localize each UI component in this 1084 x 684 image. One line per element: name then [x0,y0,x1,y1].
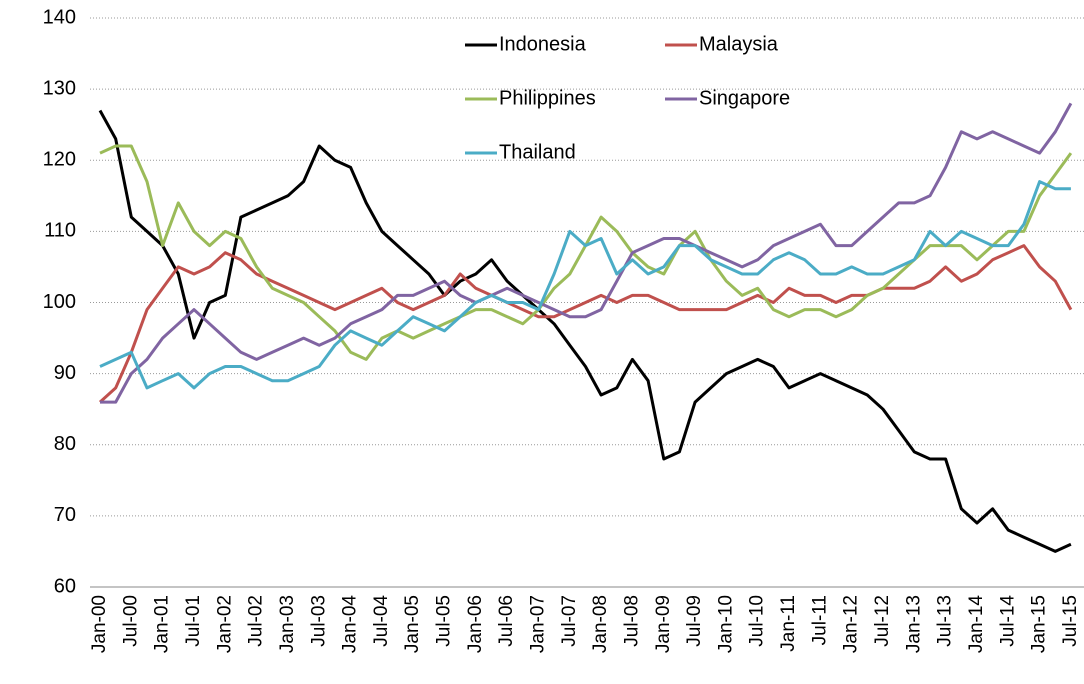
x-tick-label: Jan-03 [277,595,298,653]
x-tick-label: Jul-15 [1060,595,1081,647]
legend-label: Malaysia [699,33,779,55]
x-tick-label: Jul-01 [183,595,204,647]
x-tick-label: Jul-12 [872,595,893,647]
y-tick-label: 70 [54,504,76,526]
series-line [98,109,1072,553]
x-tick-label: Jul-11 [809,595,830,645]
y-tick-label: 60 [54,575,76,597]
x-tick-label: Jan-07 [527,595,548,653]
x-tick-label: Jan-04 [340,595,361,654]
x-tick-label: Jul-04 [371,595,392,647]
x-tick-label: Jan-01 [152,595,173,653]
x-tick-label: Jan-14 [966,595,987,654]
x-tick-label: Jan-09 [653,595,674,653]
legend-label: Indonesia [499,33,587,55]
y-tick-label: 140 [43,6,76,28]
legend-label: Philippines [499,87,596,109]
x-tick-label: Jan-02 [214,595,235,653]
x-tick-label: Jan-10 [715,595,736,653]
x-tick-label: Jan-08 [590,595,611,653]
y-tick-label: 80 [54,433,76,455]
x-tick-label: Jul-08 [621,595,642,647]
y-tick-label: 120 [43,149,76,171]
series-line [99,144,1073,361]
x-tick-label: Jan-11 [778,595,799,652]
series-line [100,102,1073,404]
x-tick-label: Jan-13 [903,595,924,653]
x-tick-label: Jul-03 [308,595,329,647]
y-tick-label: 100 [43,291,76,313]
x-tick-label: Jul-09 [684,595,705,647]
y-tick-label: 130 [43,77,76,99]
x-tick-label: Jul-14 [997,595,1018,647]
x-tick-label: Jul-10 [747,595,768,647]
x-tick-label: Jan-12 [841,595,862,653]
x-tick-label: Jul-05 [434,595,455,647]
legend-label: Singapore [699,87,790,109]
x-tick-label: Jul-06 [496,595,517,647]
x-tick-label: Jan-06 [465,595,486,653]
y-tick-label: 110 [44,220,76,242]
series-line [98,244,1073,404]
x-tick-label: Jan-00 [89,595,110,653]
y-tick-label: 90 [54,362,76,384]
x-tick-label: Jan-05 [402,595,423,653]
x-tick-label: Jul-07 [559,595,580,647]
legend-label: Thailand [499,141,576,163]
x-tick-label: Jul-02 [246,595,267,647]
x-tick-label: Jul-00 [120,595,141,647]
x-tick-label: Jul-13 [935,595,956,647]
series-line [99,180,1071,390]
x-tick-label: Jan-15 [1029,595,1050,653]
